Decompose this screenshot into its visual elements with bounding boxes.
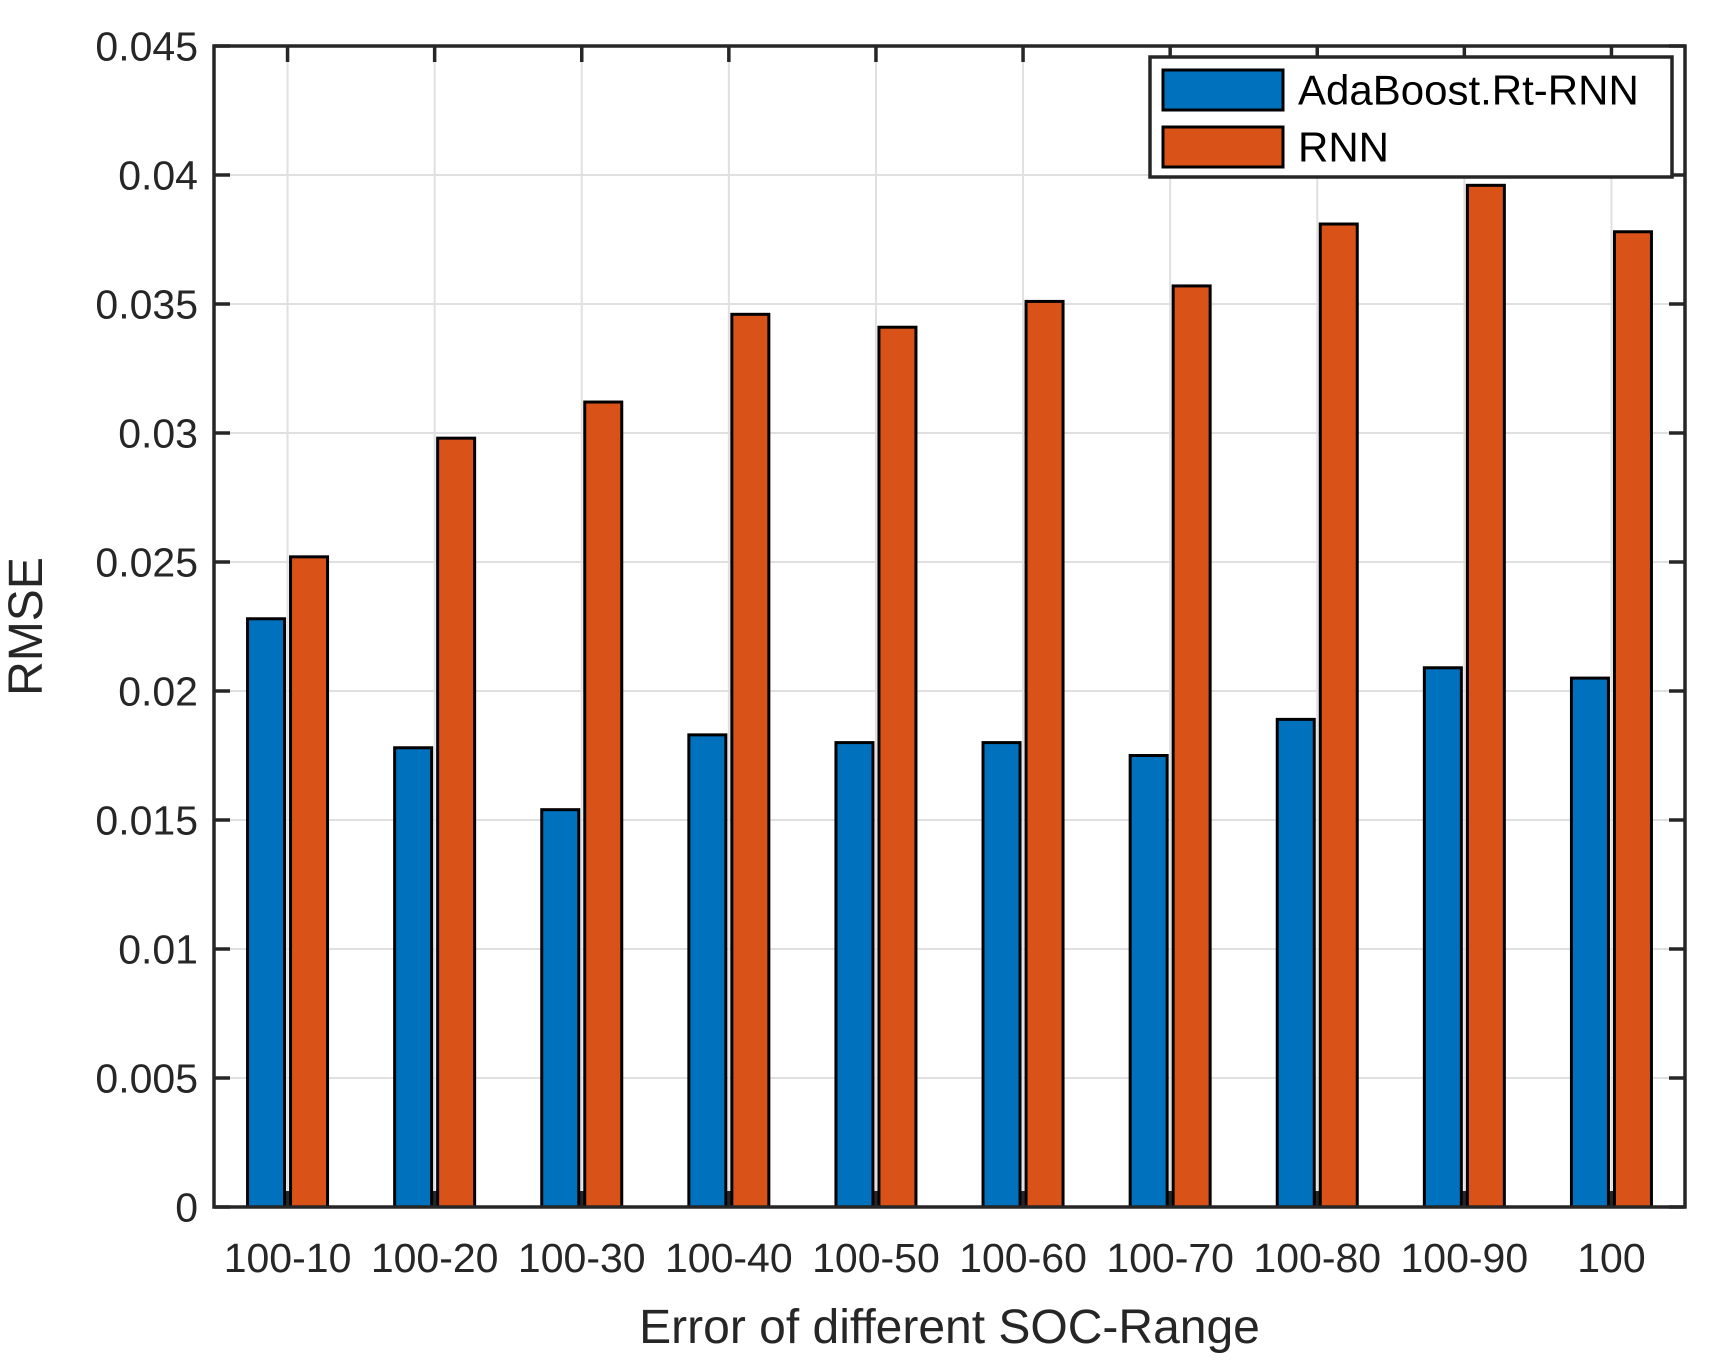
bar-adaboost-rt-rnn-100-90 xyxy=(1422,666,1463,1209)
x-axis-label: Error of different SOC-Range xyxy=(639,1301,1260,1354)
bar-rnn-100-80 xyxy=(1318,222,1359,1209)
bar-rnn-100-90 xyxy=(1465,183,1506,1209)
bar-adaboost-rt-rnn-100-40 xyxy=(687,733,728,1209)
bar-adaboost-rt-rnn-100-70 xyxy=(1128,754,1169,1209)
bar-rnn-100-50 xyxy=(877,325,918,1209)
bar-rnn-100 xyxy=(1612,230,1653,1209)
bar-rnn-100-70 xyxy=(1171,284,1212,1209)
x-tick-label: 100-40 xyxy=(665,1235,793,1281)
bar-adaboost-rt-rnn-100-50 xyxy=(834,741,875,1209)
legend-label-rnn: RNN xyxy=(1298,124,1389,171)
x-tick-label: 100-70 xyxy=(1106,1235,1234,1281)
y-tick-label: 0.015 xyxy=(95,797,198,843)
x-tick-label: 100 xyxy=(1577,1235,1645,1281)
x-tick-label: 100-30 xyxy=(518,1235,646,1281)
x-tick-label: 100-80 xyxy=(1253,1235,1381,1281)
y-tick-label: 0.005 xyxy=(95,1055,198,1101)
x-tick-label: 100-50 xyxy=(812,1235,940,1281)
y-tick-label: 0 xyxy=(175,1184,198,1230)
legend-swatch-rnn xyxy=(1161,125,1285,169)
bar-rnn-100-30 xyxy=(583,400,624,1209)
y-tick-label: 0.035 xyxy=(95,281,198,327)
bar-adaboost-rt-rnn-100-60 xyxy=(981,741,1022,1209)
axes-box xyxy=(212,44,1687,1209)
bar-adaboost-rt-rnn-100 xyxy=(1569,676,1610,1209)
bar-adaboost-rt-rnn-100-80 xyxy=(1275,717,1316,1209)
y-tick-label: 0.04 xyxy=(118,152,198,198)
bar-adaboost-rt-rnn-100-20 xyxy=(393,746,434,1209)
bar-rnn-100-20 xyxy=(436,436,477,1209)
x-tick-label: 100-60 xyxy=(959,1235,1087,1281)
bar-adaboost-rt-rnn-100-10 xyxy=(246,617,287,1209)
bar-rnn-100-60 xyxy=(1024,299,1065,1209)
legend-swatch-adaboost-rt-rnn xyxy=(1161,68,1285,112)
x-tick-label: 100-10 xyxy=(224,1235,352,1281)
y-tick-label: 0.01 xyxy=(118,926,198,972)
bar-rnn-100-10 xyxy=(289,555,330,1209)
x-tick-label: 100-90 xyxy=(1401,1235,1529,1281)
y-tick-label: 0.045 xyxy=(95,23,198,69)
x-tick-label: 100-20 xyxy=(371,1235,499,1281)
legend-label-adaboost-rt-rnn: AdaBoost.Rt-RNN xyxy=(1298,67,1639,114)
bar-adaboost-rt-rnn-100-30 xyxy=(540,808,581,1209)
y-axis-label: RMSE xyxy=(0,557,53,696)
y-tick-label: 0.02 xyxy=(118,668,198,714)
y-tick-label: 0.03 xyxy=(118,410,198,456)
bar-rnn-100-40 xyxy=(730,312,771,1209)
y-tick-label: 0.025 xyxy=(95,539,198,585)
